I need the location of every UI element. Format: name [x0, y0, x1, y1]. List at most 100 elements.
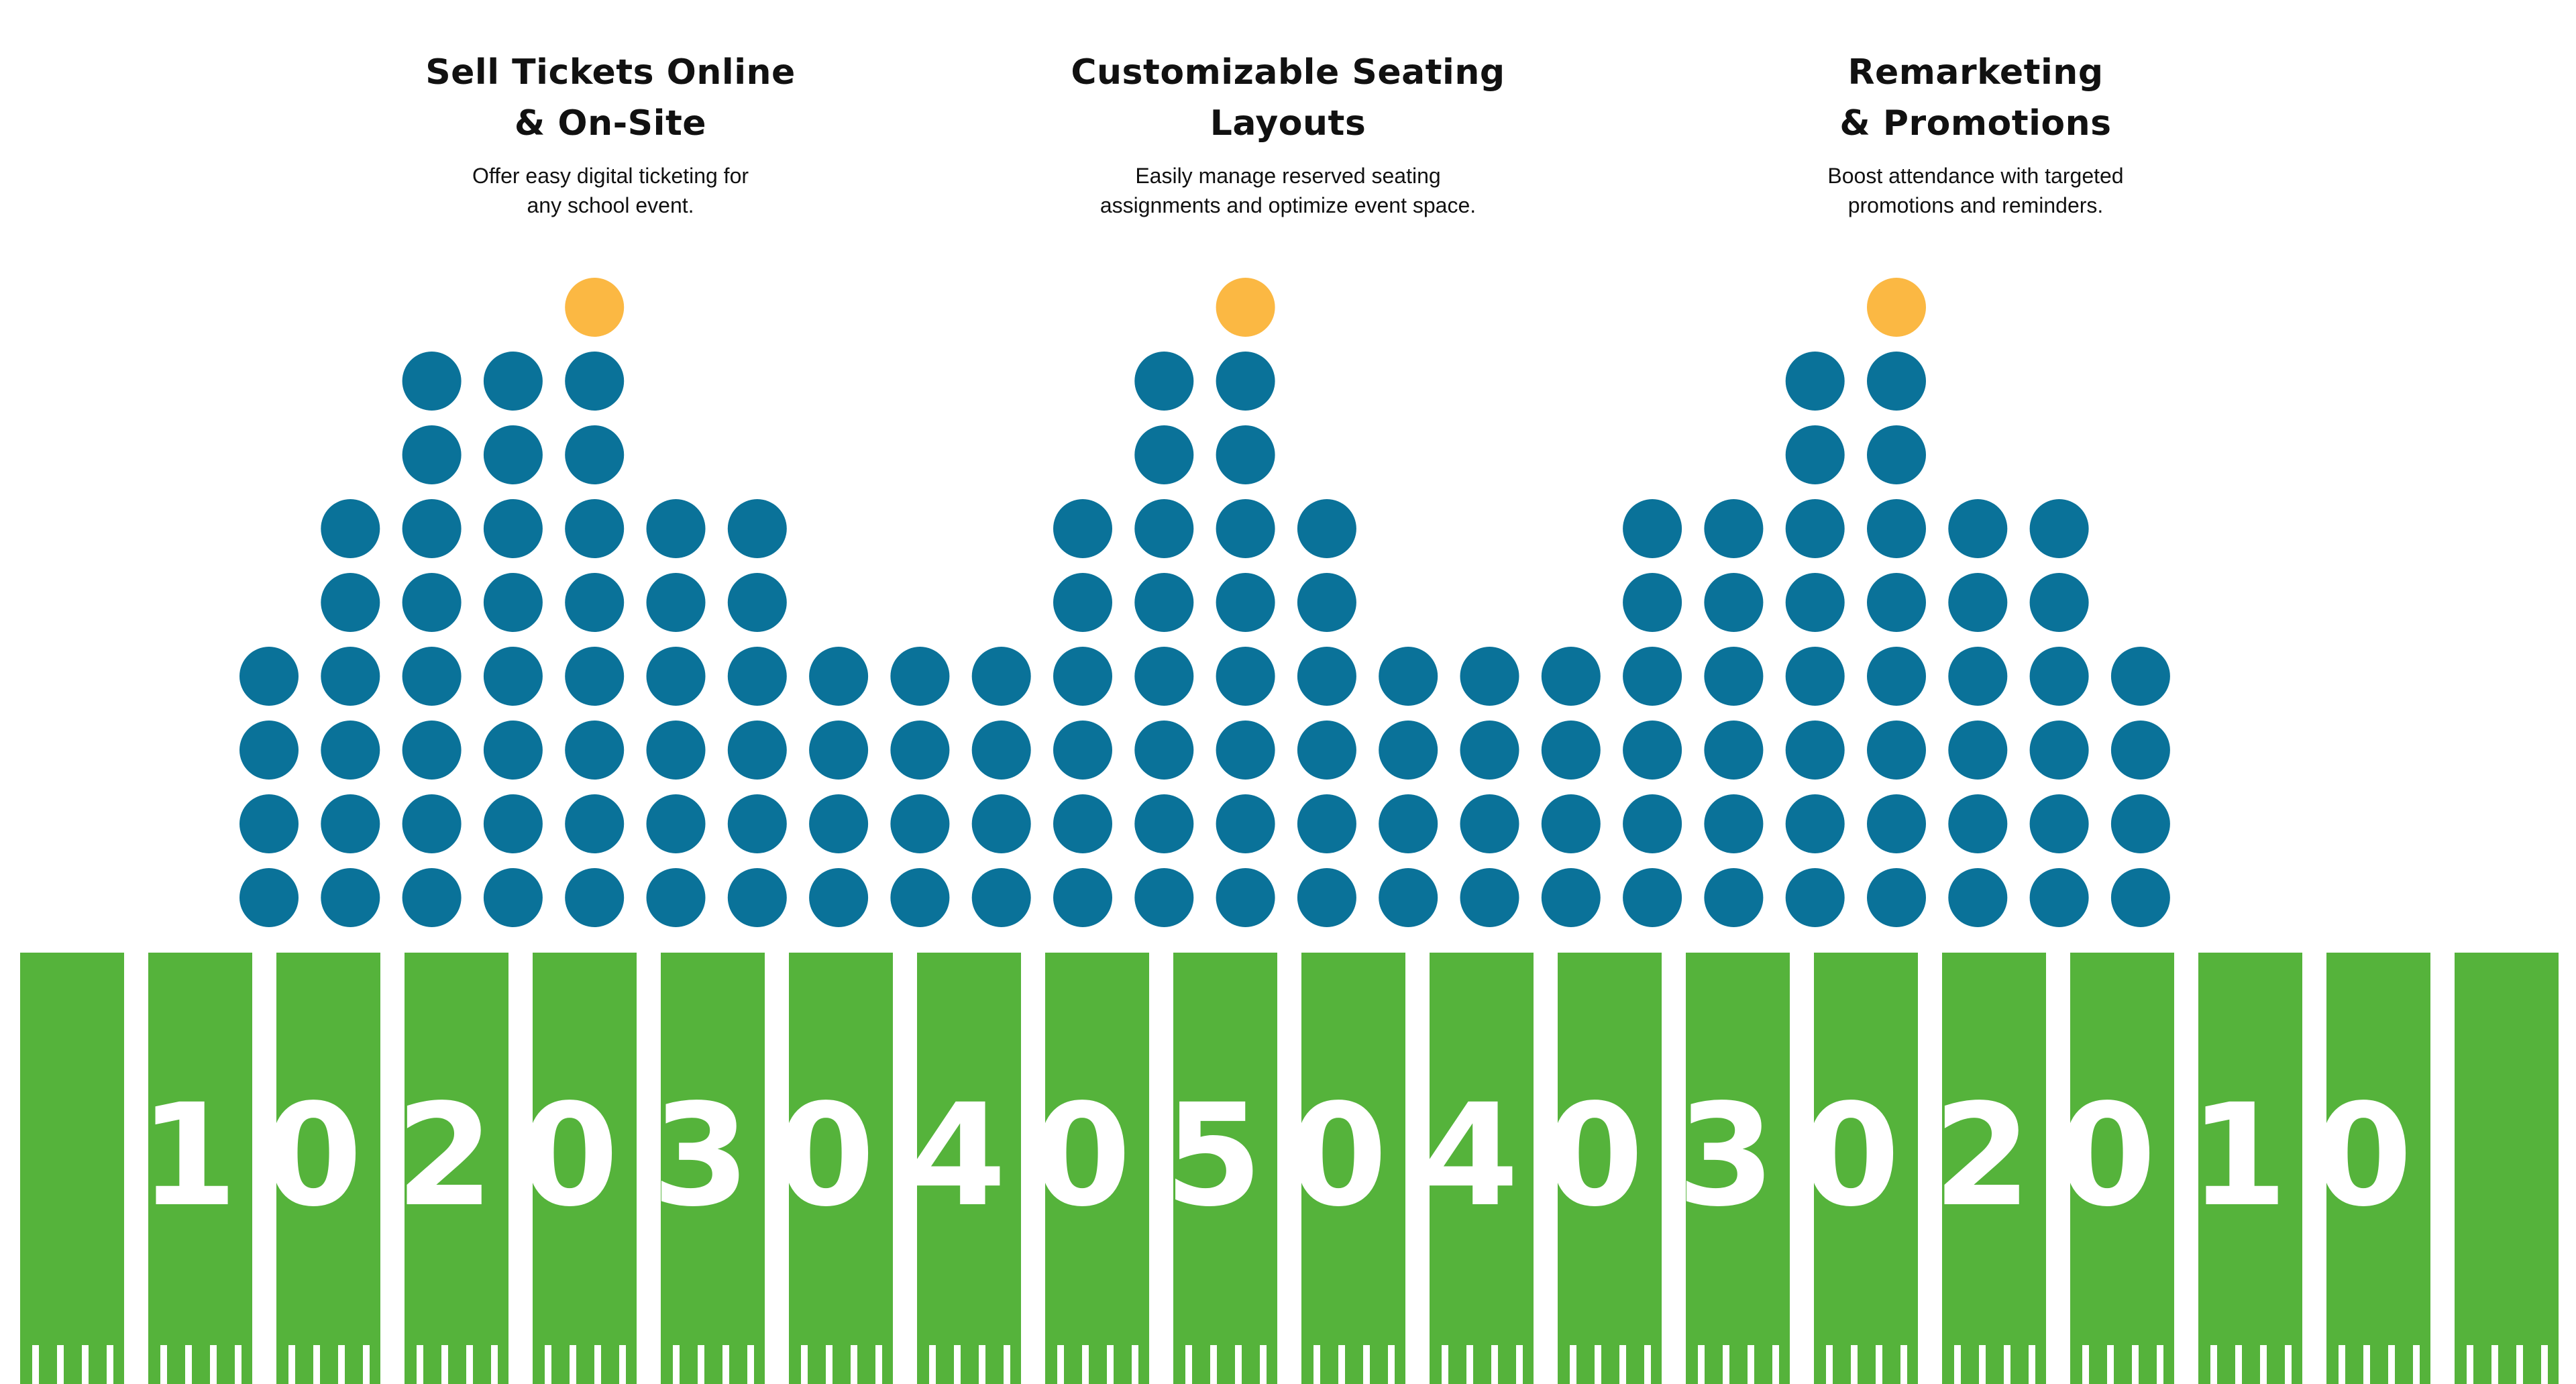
seat-dot	[1623, 499, 1682, 558]
seat-dot	[1134, 573, 1194, 632]
seat-dot	[483, 794, 543, 853]
hash-mark	[235, 1345, 241, 1384]
field-stripe	[917, 953, 1021, 1384]
seat-dot	[809, 794, 869, 853]
seat-dot	[1867, 499, 1926, 558]
feature-title: Remarketing & Promotions	[1839, 52, 2112, 144]
seat-dot	[1704, 647, 1764, 706]
seat-dot	[402, 499, 462, 558]
hash-mark	[801, 1345, 808, 1384]
seat-dot	[1297, 794, 1356, 853]
field-stripe	[20, 953, 124, 1384]
hash-mark	[747, 1345, 754, 1384]
field-stripe	[1814, 953, 1918, 1384]
field-stripe	[661, 953, 765, 1384]
hash-mark	[2157, 1345, 2163, 1384]
hash-mark	[1644, 1345, 1651, 1384]
seat-dot	[2029, 647, 2089, 706]
yard-number: 50	[1165, 1073, 1414, 1238]
seat-dot	[1134, 425, 1194, 484]
seat-dot	[1297, 647, 1356, 706]
seat-dot	[239, 647, 299, 706]
seat-dot	[483, 352, 543, 411]
seat-dot	[483, 425, 543, 484]
hash-mark	[2388, 1345, 2395, 1384]
seat-dot	[1948, 721, 2008, 780]
seat-dot	[321, 647, 380, 706]
hash-mark	[160, 1345, 167, 1384]
seat-dot	[321, 721, 380, 780]
seat-dot	[1541, 721, 1601, 780]
seat-dot	[809, 868, 869, 927]
yard-number: 20	[1933, 1073, 2183, 1238]
field-stripe	[1558, 953, 1662, 1384]
hash-mark	[1570, 1345, 1576, 1384]
seat-dot	[1297, 499, 1356, 558]
seat-dot	[321, 794, 380, 853]
seat-dot	[1867, 721, 1926, 780]
seat-dot	[1867, 794, 1926, 853]
seat-dot	[565, 352, 625, 411]
seat-dot	[483, 499, 543, 558]
seat-dot	[1785, 573, 1845, 632]
seat-dot	[1867, 573, 1926, 632]
seat-dot	[2110, 794, 2170, 853]
seat-dot	[971, 794, 1031, 853]
hash-mark	[1979, 1345, 1986, 1384]
field-stripe	[2455, 953, 2559, 1384]
seat-dot	[1541, 647, 1601, 706]
hash-mark	[1723, 1345, 1729, 1384]
field-stripe	[405, 953, 508, 1384]
hash-mark	[1363, 1345, 1370, 1384]
hash-mark	[826, 1345, 833, 1384]
hash-mark	[875, 1345, 882, 1384]
seat-dot	[402, 425, 462, 484]
seat-dot	[727, 647, 787, 706]
seat-dot	[402, 573, 462, 632]
yard-number: 30	[1677, 1073, 1927, 1238]
seat-dot	[321, 868, 380, 927]
seat-dot	[239, 721, 299, 780]
seat-dot	[2110, 647, 2170, 706]
seat-dot	[971, 721, 1031, 780]
seat-dot	[2029, 573, 2089, 632]
seat-dot	[402, 647, 462, 706]
seat-dot	[646, 647, 706, 706]
seat-dot	[727, 499, 787, 558]
hash-mark	[2260, 1345, 2267, 1384]
seat-dot	[1379, 794, 1438, 853]
seat-dot	[1785, 868, 1845, 927]
seat-dot	[646, 499, 706, 558]
hash-mark	[1107, 1345, 1114, 1384]
field-stripe	[789, 953, 893, 1384]
seat-dot	[1297, 573, 1356, 632]
hash-mark	[1388, 1345, 1395, 1384]
yard-number: 40	[1421, 1073, 1670, 1238]
seat-dot	[565, 425, 625, 484]
hash-mark	[441, 1345, 448, 1384]
hash-mark	[288, 1345, 295, 1384]
seat-dot	[1867, 352, 1926, 411]
stadium-seating-illustration	[239, 278, 2170, 927]
seat-dot	[1053, 647, 1112, 706]
field-stripe	[1430, 953, 1534, 1384]
seat-dot	[1216, 868, 1275, 927]
seat-dot	[402, 794, 462, 853]
seat-dot	[402, 352, 462, 411]
seat-dot	[1623, 573, 1682, 632]
hash-mark	[1466, 1345, 1473, 1384]
hash-mark	[363, 1345, 370, 1384]
seat-dot	[239, 868, 299, 927]
seat-dot	[1134, 499, 1194, 558]
yard-number: 10	[140, 1073, 389, 1238]
hash-mark	[722, 1345, 729, 1384]
seat-dot	[1216, 573, 1275, 632]
feature-title: Customizable Seating Layouts	[1071, 52, 1505, 144]
seat-dot	[402, 868, 462, 927]
seat-dot	[1867, 647, 1926, 706]
hash-mark	[32, 1345, 39, 1384]
hash-mark	[313, 1345, 320, 1384]
hash-mark	[1491, 1345, 1498, 1384]
seat-dot	[1867, 425, 1926, 484]
hash-mark	[698, 1345, 704, 1384]
